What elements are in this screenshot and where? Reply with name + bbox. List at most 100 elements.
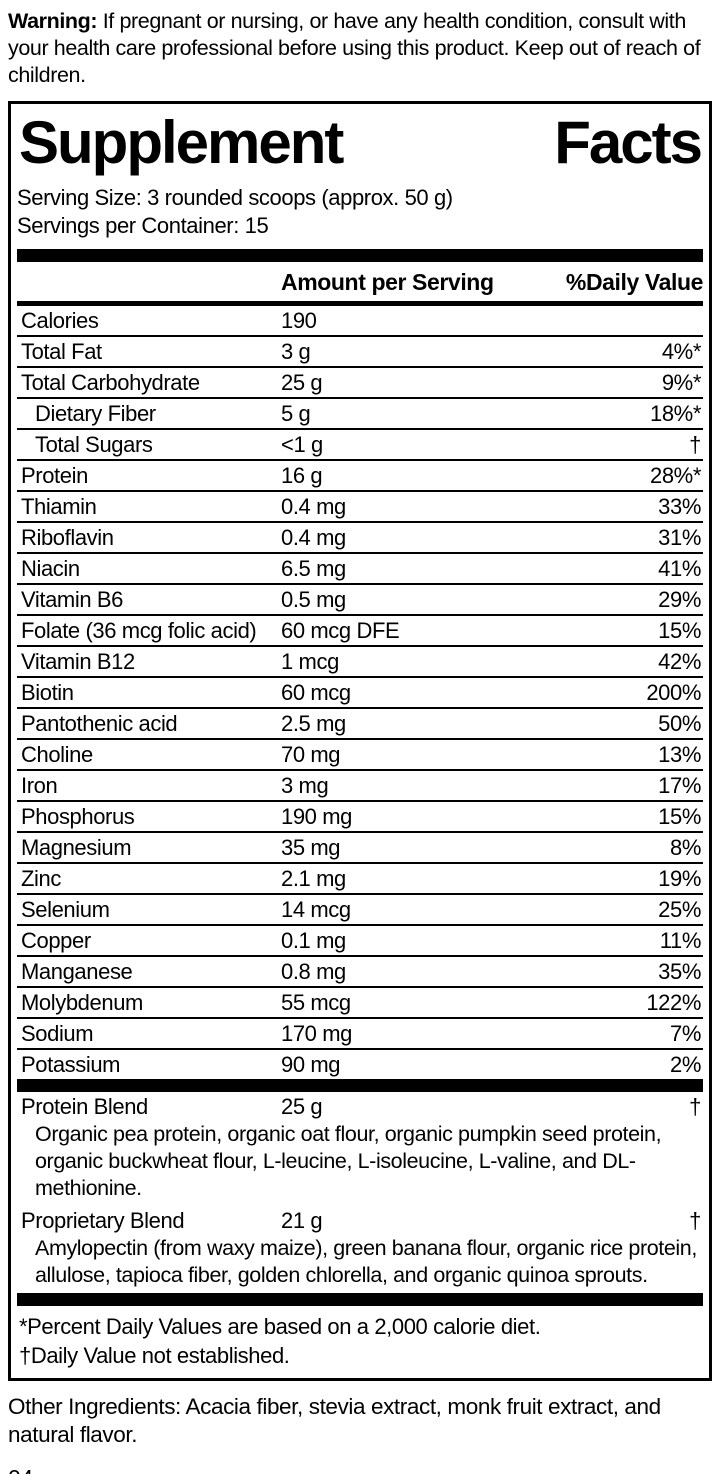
table-row: Calories 190	[17, 306, 703, 337]
table-row: Selenium 14 mcg 25%	[17, 895, 703, 926]
nutrient-amount: 190 mg	[281, 804, 352, 829]
nutrient-name: Dietary Fiber	[35, 401, 156, 426]
nutrient-daily-value: 31%	[658, 525, 701, 550]
nutrient-name: Molybdenum	[21, 990, 143, 1015]
nutrient-name: Niacin	[21, 556, 80, 581]
blend-item: Protein Blend 25 g † Organic pea protein, o…	[17, 1092, 703, 1206]
nutrient-daily-value: †	[689, 432, 701, 457]
nutrient-name: Total Fat	[21, 339, 102, 364]
table-row: Iron 3 mg 17%	[17, 771, 703, 802]
nutrient-name: Copper	[21, 928, 91, 953]
table-header: Amount per Serving %Daily Value	[17, 262, 703, 306]
table-row: Dietary Fiber 5 g 18%*	[17, 399, 703, 430]
table-row: Potassium 90 mg 2%	[17, 1050, 703, 1079]
nutrient-daily-value: 4%*	[661, 339, 702, 364]
nutrient-daily-value: 33%	[658, 494, 701, 519]
nutrient-amount: 6.5 mg	[281, 556, 346, 581]
warning-text: Warning: If pregnant or nursing, or have…	[8, 8, 712, 89]
nutrient-daily-value: 8%	[670, 835, 701, 860]
nutrient-daily-value: 15%	[658, 804, 701, 829]
nutrient-amount: <1 g	[281, 432, 323, 457]
nutrient-amount: 190	[281, 308, 317, 333]
nutrient-amount: 35 mg	[281, 835, 341, 860]
nutrient-name: Folate (36 mcg folic acid)	[21, 618, 257, 643]
nutrient-name: Potassium	[21, 1052, 121, 1077]
nutrient-name: Riboflavin	[21, 525, 114, 550]
nutrient-name: Phosphorus	[21, 804, 135, 829]
nutrient-amount: 0.1 mg	[281, 928, 346, 953]
table-row: Molybdenum 55 mcg 122%	[17, 988, 703, 1019]
footnote: *Percent Daily Values are based on a 2,0…	[19, 1314, 541, 1339]
nutrient-name: Calories	[21, 308, 99, 333]
blend-name: Proprietary Blend	[21, 1208, 185, 1233]
table-row: Vitamin B12 1 mcg 42%	[17, 647, 703, 678]
supplement-facts-panel: Supplement Facts Serving Size: 3 rounded…	[8, 101, 712, 1381]
nutrient-name: Zinc	[21, 866, 61, 891]
separator-bar-middle	[17, 1079, 703, 1092]
page-number: 04	[8, 1465, 712, 1474]
nutrient-name: Thiamin	[21, 494, 97, 519]
nutrient-name: Manganese	[21, 959, 133, 984]
table-row: Zinc 2.1 mg 19%	[17, 864, 703, 895]
table-row: Pantothenic acid 2.5 mg 50%	[17, 709, 703, 740]
nutrient-amount: 25 g	[281, 370, 323, 395]
nutrient-amount: 2.1 mg	[281, 866, 346, 891]
nutrient-name: Magnesium	[21, 835, 132, 860]
nutrient-amount: 0.5 mg	[281, 587, 346, 612]
table-row: Vitamin B6 0.5 mg 29%	[17, 585, 703, 616]
table-row: Magnesium 35 mg 8%	[17, 833, 703, 864]
separator-bar-bottom	[17, 1293, 703, 1306]
nutrient-daily-value: 11%	[659, 928, 702, 953]
nutrient-amount: 0.8 mg	[281, 959, 346, 984]
nutrient-daily-value: 50%	[658, 711, 701, 736]
footnote: †Daily Value not established.	[19, 1343, 290, 1368]
table-row: Folate (36 mcg folic acid) 60 mcg DFE 15%	[17, 616, 703, 647]
nutrient-name: Selenium	[21, 897, 110, 922]
warning-label: Warning:	[8, 9, 98, 33]
nutrient-daily-value: 2%	[670, 1052, 701, 1077]
nutrient-name: Sodium	[21, 1021, 94, 1046]
nutrient-amount: 170 mg	[281, 1021, 352, 1046]
blend-item: Proprietary Blend 21 g † Amylopectin (from …	[17, 1206, 703, 1293]
nutrient-amount: 55 mcg	[281, 990, 351, 1015]
nutrient-name: Total Sugars	[35, 432, 153, 457]
nutrient-daily-value: 15%	[658, 618, 701, 643]
nutrient-daily-value: 28%*	[650, 463, 701, 488]
nutrient-daily-value: 42%	[658, 649, 701, 674]
facts-rows: Calories 190 Total Fat 3 g 4%* Total Carbohyd…	[17, 306, 703, 1079]
table-row: Choline 70 mg 13%	[17, 740, 703, 771]
panel-title: Supplement Facts	[17, 112, 703, 174]
header-daily-value: %Daily Value	[565, 269, 704, 295]
nutrient-amount: 16 g	[281, 463, 323, 488]
nutrient-daily-value: 7%	[670, 1021, 701, 1046]
table-row: Niacin 6.5 mg 41%	[17, 554, 703, 585]
nutrient-daily-value: 18%*	[650, 401, 701, 426]
blend-rows: Protein Blend 25 g † Organic pea protein, o…	[17, 1092, 703, 1293]
nutrient-daily-value: 25%	[658, 897, 701, 922]
table-row: Sodium 170 mg 7%	[17, 1019, 703, 1050]
table-row: Phosphorus 190 mg 15%	[17, 802, 703, 833]
nutrient-name: Pantothenic acid	[21, 711, 178, 736]
blend-name: Protein Blend	[21, 1094, 148, 1119]
separator-bar-top	[17, 249, 703, 262]
other-ingredients: Other Ingredients: Acacia fiber, stevia …	[8, 1394, 661, 1447]
nutrient-amount: 90 mg	[281, 1052, 341, 1077]
nutrient-daily-value: 122%	[646, 990, 701, 1015]
header-spacer	[17, 269, 281, 296]
nutrient-name: Vitamin B12	[21, 649, 135, 674]
warning-body: If pregnant or nursing, or have any heal…	[8, 9, 701, 87]
nutrient-amount: 0.4 mg	[281, 525, 346, 550]
blend-daily-value: †	[689, 1208, 701, 1233]
nutrient-daily-value: 41%	[658, 556, 701, 581]
nutrient-amount: 60 mcg DFE	[281, 618, 400, 643]
nutrient-amount: 2.5 mg	[281, 711, 346, 736]
table-row: Thiamin 0.4 mg 33%	[17, 492, 703, 523]
servings-per-container: Servings per Container: 15	[17, 213, 269, 238]
nutrient-name: Protein	[21, 463, 88, 488]
nutrient-name: Iron	[21, 773, 58, 798]
table-row: Manganese 0.8 mg 35%	[17, 957, 703, 988]
table-row: Total Fat 3 g 4%*	[17, 337, 703, 368]
title-word-facts: Facts	[554, 109, 703, 176]
blend-daily-value: †	[689, 1094, 701, 1119]
